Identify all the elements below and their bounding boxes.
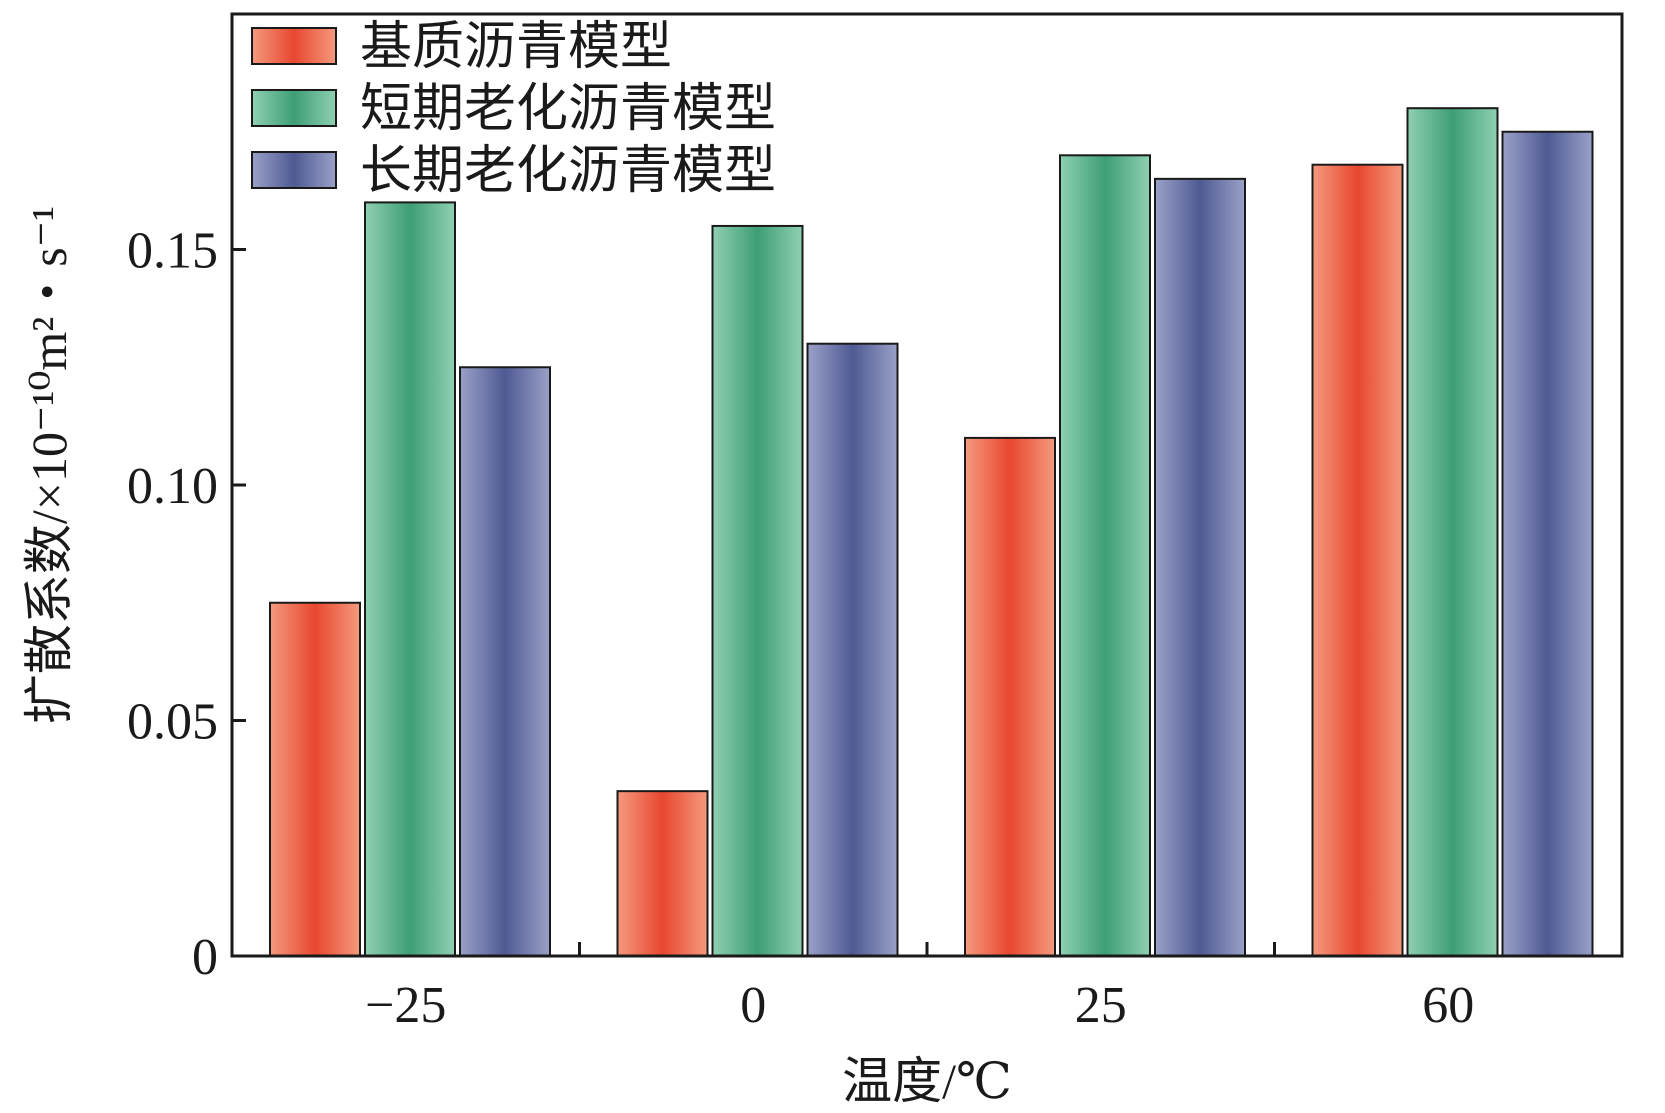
x-tick-label: −25 [365,977,446,1034]
legend-label-2: 长期老化沥青模型 [360,143,776,200]
y-axis-title: 扩散系数/×10⁻¹⁰m²・s⁻¹ [21,206,77,724]
bar-2-1 [806,342,899,957]
legend-swatch-2 [251,151,337,189]
bar-1-2 [1059,154,1151,958]
bar-0-1 [616,790,709,958]
y-tick-label: 0.15 [127,223,218,280]
y-tick-label: 0.10 [127,458,218,515]
bars-layer [269,107,1594,958]
bar-0-2 [964,436,1056,957]
legend-swatch-1 [251,89,337,127]
x-tick-label: 0 [740,977,766,1034]
bar-1-0 [364,201,456,957]
x-tick-label: 25 [1075,977,1127,1034]
bar-0-3 [1311,163,1404,958]
legend-label-1: 短期老化沥青模型 [360,81,776,138]
bar-1-3 [1406,107,1499,957]
x-tick-label: 60 [1422,977,1474,1034]
y-tick-label: 0 [192,929,218,986]
bar-1-1 [711,224,804,957]
x-axis-ticks: −25 0 25 60 [365,942,1474,1034]
y-tick-label: 0.05 [127,694,218,751]
legend-swatch-0 [251,27,337,65]
bar-2-3 [1501,130,1594,957]
legend-label-0: 基质沥青模型 [360,19,672,76]
bar-2-2 [1154,177,1246,958]
x-axis-title: 温度/℃ [842,1053,1012,1109]
y-axis-ticks: 0 0.05 0.10 0.15 [127,223,246,986]
bar-2-0 [459,366,551,957]
bar-0-0 [269,601,361,957]
